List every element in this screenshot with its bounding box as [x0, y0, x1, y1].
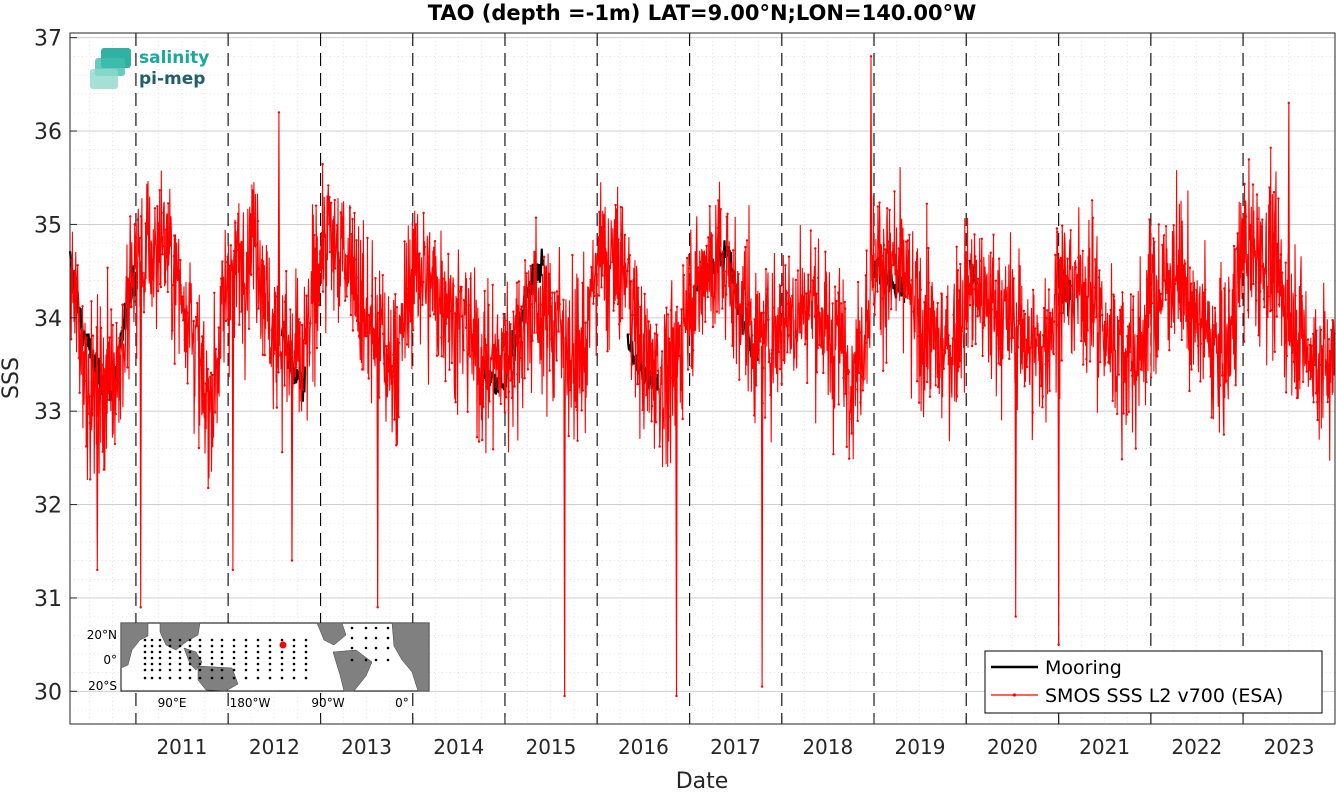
x-tick-label: 2019	[895, 735, 946, 759]
y-tick-label: 30	[34, 680, 62, 705]
inset-map: 20°N 0° 20°S 90°E 180°W 90°W 0°	[87, 622, 430, 710]
inset-lon-label: 90°E	[158, 696, 187, 710]
x-tick-label: 2011	[156, 735, 207, 759]
series-layer	[68, 55, 1336, 698]
inset-highlight-location	[279, 641, 287, 649]
x-tick-label: 2015	[525, 735, 576, 759]
y-tick-label: 31	[34, 587, 62, 612]
y-tick-label: 36	[34, 120, 62, 145]
y-tick-label: 35	[34, 213, 62, 238]
inset-mooring-dots	[143, 626, 390, 680]
logo-text-pi-mep: pi-mep	[139, 69, 205, 89]
salinity-pi-mep-logo: salinity pi-mep	[90, 48, 209, 89]
logo-text-salinity: salinity	[139, 48, 209, 68]
x-tick-label: 2021	[1079, 735, 1130, 759]
chart-title: TAO (depth =-1m) LAT=9.00°N;LON=140.00°W	[428, 1, 977, 25]
x-tick-label: 2013	[341, 735, 392, 759]
y-tick-label: 34	[34, 307, 62, 332]
x-tick-label: 2014	[433, 735, 484, 759]
y-tick-label: 33	[34, 400, 62, 425]
legend: Mooring SMOS SSS L2 v700 (ESA)	[984, 650, 1323, 714]
x-tick-label: 2016	[618, 735, 669, 759]
inset-lon-label: 0°	[395, 696, 409, 710]
x-tick-label: 2020	[987, 735, 1038, 759]
y-tick-label: 32	[34, 494, 62, 519]
x-axis-label: Date	[676, 769, 729, 790]
inset-lon-label: 90°W	[311, 696, 344, 710]
legend-swatch-smos-marker	[1012, 693, 1017, 697]
inset-mooring-dot	[143, 626, 390, 680]
inset-lat-label: 0°	[103, 653, 117, 667]
axes-layer: 30 31 32 33 34 35 36 37 2011 2012 2013 2014 2015 2016…	[34, 27, 1336, 759]
inset-land	[120, 622, 430, 692]
y-tick-label: 37	[34, 27, 62, 52]
logo-waves-icon	[90, 48, 131, 89]
x-tick-label: 2012	[249, 735, 300, 759]
inset-lon-label: 180°W	[230, 696, 271, 710]
x-tick-label: 2018	[802, 735, 853, 759]
series-smos-markers	[70, 55, 1336, 698]
x-tick-label: 2022	[1171, 735, 1222, 759]
x-tick-label: 2023	[1264, 735, 1315, 759]
inset-lat-label: 20°S	[88, 679, 117, 693]
y-axis-label: SSS	[0, 357, 24, 399]
inset-lat-label: 20°N	[87, 628, 117, 642]
legend-label-smos: SMOS SSS L2 v700 (ESA)	[1045, 685, 1283, 707]
plot-frame	[69, 32, 1336, 725]
legend-label-mooring: Mooring	[1045, 657, 1122, 679]
series-mooring-line	[480, 248, 544, 395]
x-tick-label: 2017	[710, 735, 761, 759]
